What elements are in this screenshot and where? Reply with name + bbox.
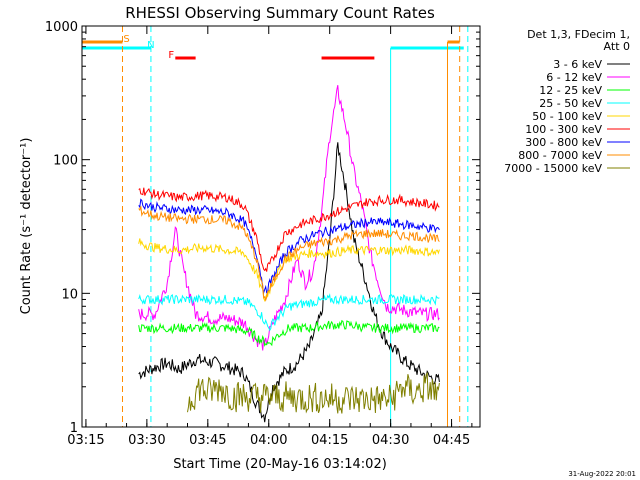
legend-header-line-2: Att 0	[604, 40, 630, 53]
legend-label-8: 7000 - 15000 keV	[504, 162, 602, 175]
series-line-4	[138, 238, 440, 303]
x-tick-label-6: 04:45	[433, 433, 470, 448]
plot-frame	[81, 25, 481, 428]
flag-markers	[81, 26, 469, 427]
annotation-label-0: S	[123, 34, 129, 45]
x-tick-label-4: 04:15	[311, 433, 348, 448]
annotation-label-2: F	[168, 50, 174, 61]
legend-label-3: 25 - 50 keV	[539, 97, 602, 110]
series-line-0	[138, 142, 440, 423]
legend-header-line-1: Det 1,3, FDecim 1,	[527, 28, 630, 41]
footer-date: 31-Aug-2022 20:01	[568, 470, 636, 478]
annotation-label-1: N	[147, 40, 154, 51]
x-tick-label-0: 03:15	[67, 433, 104, 448]
annotation-labels: S N F	[123, 34, 174, 61]
legend-label-0: 3 - 6 keV	[553, 58, 602, 71]
series-lines	[138, 84, 440, 423]
series-line-1	[138, 84, 440, 351]
series-line-3	[138, 293, 440, 332]
legend-label-4: 50 - 100 keV	[532, 110, 602, 123]
legend-label-7: 800 - 7000 keV	[518, 149, 602, 162]
legend-label-6: 300 - 800 keV	[525, 136, 602, 149]
legend-label-2: 12 - 25 keV	[539, 84, 602, 97]
legend-label-5: 100 - 300 keV	[525, 123, 602, 136]
series-line-6	[138, 198, 440, 295]
series-line-2	[138, 319, 440, 347]
y-tick-label-0: 1	[70, 421, 78, 436]
y-tick-label-3: 1000	[45, 20, 78, 35]
series-line-8	[187, 371, 440, 414]
series-line-7	[138, 206, 440, 302]
x-tick-label-1: 03:30	[128, 433, 165, 448]
y-tick-label-2: 100	[53, 154, 78, 169]
y-tick-label-1: 10	[61, 287, 78, 302]
x-tick-label-3: 04:00	[250, 433, 287, 448]
legend-label-1: 6 - 12 keV	[546, 71, 602, 84]
y-axis-label: Count Rate (s⁻¹ detector⁻¹)	[19, 138, 34, 315]
x-tick-label-5: 04:30	[372, 433, 409, 448]
series-line-5	[138, 187, 440, 272]
x-axis-label: Start Time (20-May-16 03:14:02)	[173, 457, 387, 472]
y-axis-ticks: 1 10 100 1000	[45, 20, 480, 436]
x-tick-label-2: 03:45	[189, 433, 226, 448]
chart-title: RHESSI Observing Summary Count Rates	[125, 4, 435, 22]
x-axis-ticks: 03:15 03:30 03:45 04:00 04:15 04:30 04:45	[67, 26, 473, 448]
